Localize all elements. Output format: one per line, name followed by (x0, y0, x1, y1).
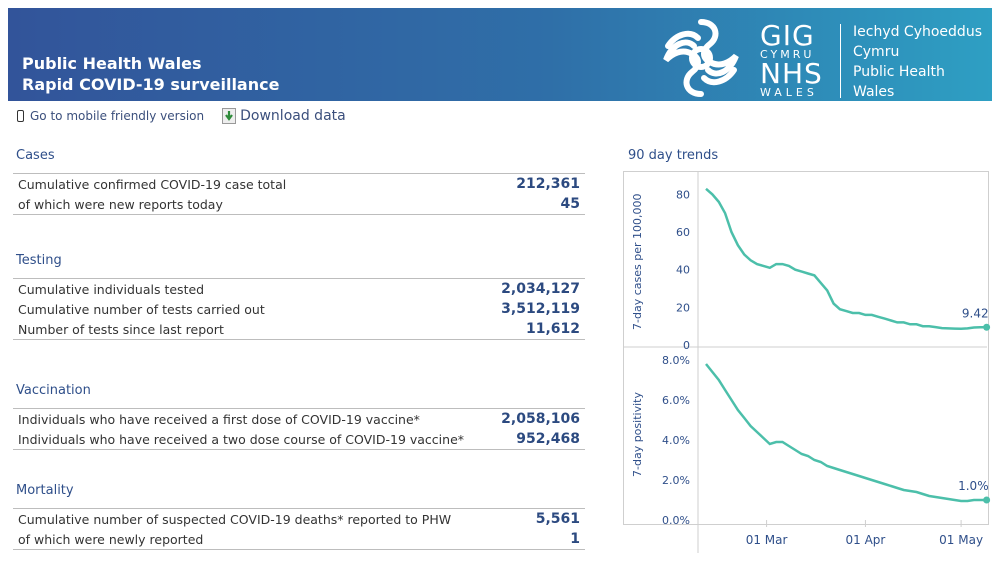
x-tick-label: 01 May (939, 533, 983, 547)
trends-chart-frame (623, 171, 989, 525)
row-label: of which were new reports today (18, 196, 223, 212)
testing-table: Cumulative individuals tested 2,034,127 … (13, 278, 585, 340)
brand-wales: WALES (760, 86, 818, 99)
row-value: 11,612 (525, 321, 580, 337)
row-label: Individuals who have received a first do… (18, 411, 420, 427)
table-row: Individuals who have received a first do… (13, 409, 585, 429)
brand-gig: GIG (760, 19, 815, 52)
title-line-2: Rapid COVID-19 surveillance (22, 75, 280, 94)
table-row: Number of tests since last report 11,612 (13, 319, 585, 339)
chart1-y-axis-label: 7-day cases per 100,000 (631, 193, 644, 330)
table-row: Cumulative individuals tested 2,034,127 (13, 279, 585, 299)
header-banner: Public Health Wales Rapid COVID-19 surve… (8, 8, 992, 101)
phone-icon (17, 110, 24, 122)
cases-table: Cumulative confirmed COVID-19 case total… (13, 173, 585, 215)
x-tick-label: 01 Apr (846, 533, 886, 547)
table-row: Cumulative number of suspected COVID-19 … (13, 509, 585, 529)
row-value: 2,058,106 (501, 411, 580, 427)
org-name: Iechyd Cyhoeddus Cymru Public Health Wal… (853, 22, 982, 102)
row-value: 952,468 (516, 431, 580, 447)
row-label: Number of tests since last report (18, 321, 224, 337)
brand-cymru: CYMRU (760, 48, 815, 61)
mortality-section-title: Mortality (16, 483, 74, 498)
row-value: 1 (570, 531, 580, 547)
org-line-3: Public Health (853, 64, 945, 80)
table-row: Individuals who have received a two dose… (13, 429, 585, 449)
org-line-1: Iechyd Cyhoeddus (853, 24, 982, 40)
page-title: Public Health Wales Rapid COVID-19 surve… (22, 53, 279, 95)
table-row: of which were new reports today 45 (13, 194, 585, 214)
testing-section-title: Testing (16, 253, 62, 268)
celtic-knot-logo-icon (663, 19, 739, 97)
row-label: Cumulative number of suspected COVID-19 … (18, 511, 452, 527)
row-value: 2,034,127 (501, 281, 580, 297)
title-line-1: Public Health Wales (22, 54, 202, 73)
org-line-2: Cymru (853, 44, 900, 60)
row-label: Cumulative individuals tested (18, 281, 205, 297)
download-icon (222, 108, 237, 124)
top-links: Go to mobile friendly version Download d… (17, 108, 346, 124)
chart2-y-axis-label: 7-day positivity (631, 392, 644, 477)
nhs-wales-brand: GIG CYMRU NHS WALES (760, 19, 823, 99)
mortality-table: Cumulative number of suspected COVID-19 … (13, 508, 585, 550)
vaccination-table: Individuals who have received a first do… (13, 408, 585, 450)
row-label: Cumulative confirmed COVID-19 case total (18, 176, 287, 192)
row-label: Cumulative number of tests carried out (18, 301, 265, 317)
mobile-version-link[interactable]: Go to mobile friendly version (30, 109, 205, 123)
trends-title: 90 day trends (628, 148, 719, 163)
cases-section-title: Cases (16, 148, 55, 163)
table-row: Cumulative number of tests carried out 3… (13, 299, 585, 319)
row-value: 3,512,119 (501, 301, 580, 317)
brand-nhs: NHS (760, 57, 823, 90)
table-row: of which were newly reported 1 (13, 529, 585, 549)
brand-divider (840, 24, 841, 98)
row-value: 45 (560, 196, 580, 212)
download-data-link[interactable]: Download data (222, 108, 346, 124)
row-value: 212,361 (516, 176, 580, 192)
download-data-label: Download data (240, 108, 346, 124)
row-value: 5,561 (535, 511, 580, 527)
x-tick-label: 01 Mar (746, 533, 788, 547)
table-row: Cumulative confirmed COVID-19 case total… (13, 174, 585, 194)
vaccination-section-title: Vaccination (16, 383, 91, 398)
row-label: of which were newly reported (18, 531, 204, 547)
row-label: Individuals who have received a two dose… (18, 431, 465, 447)
org-line-4: Wales (853, 84, 895, 100)
